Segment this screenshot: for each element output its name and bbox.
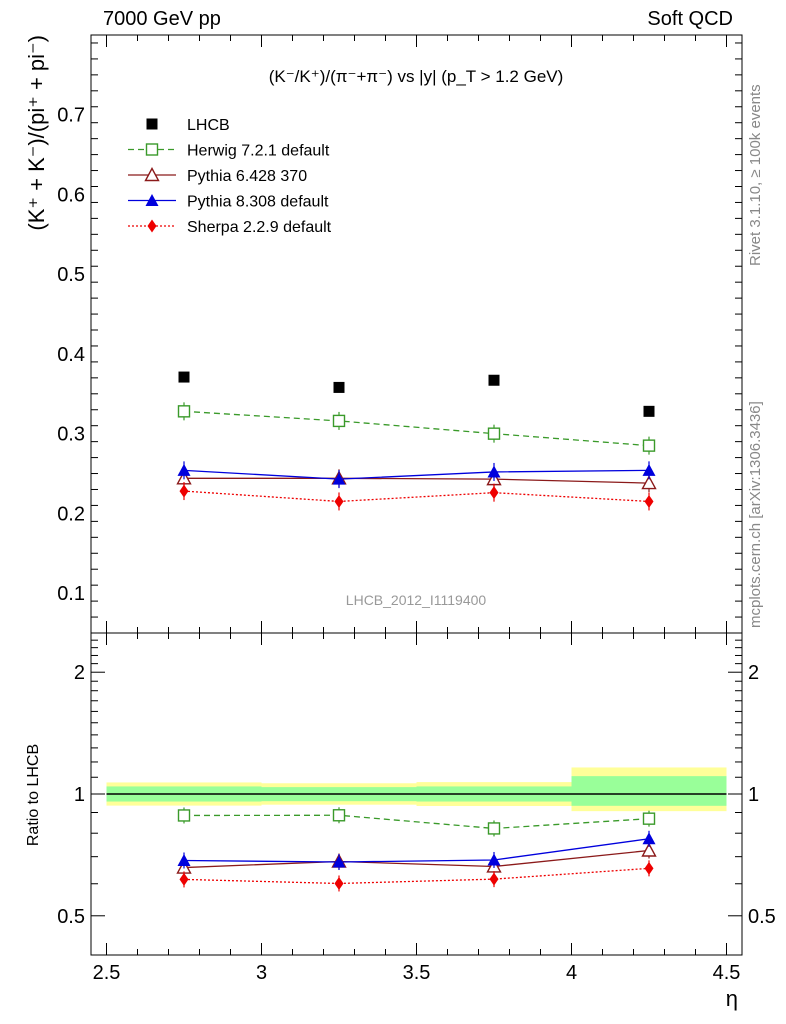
point-lhcb (333, 381, 345, 393)
point-herwig (487, 427, 501, 440)
legend-label-lhcb: LHCB (187, 117, 230, 134)
series-line-herwig (183, 410, 650, 447)
ratio-y-tick-label: 1 (74, 784, 85, 806)
point-herwig (642, 439, 656, 452)
ratio-point-sherpa (644, 861, 654, 875)
point-herwig (332, 414, 346, 428)
ratio-point-pythia8 (332, 855, 346, 868)
ratio-y-axis-label: Ratio to LHCB (25, 744, 42, 846)
rivet-label: Rivet 3.1.10, ≥ 100k events (747, 84, 764, 266)
x-tick-label: 3 (256, 962, 267, 984)
ratio-line-sherpa (183, 867, 650, 885)
header-right: Soft QCD (647, 8, 733, 30)
ratio-point-sherpa (179, 872, 189, 886)
point-lhcb (178, 371, 190, 383)
point-sherpa (489, 486, 499, 500)
ratio-point-herwig (177, 809, 191, 822)
ratio-point-pythia8 (487, 853, 501, 866)
plot-title: (K⁻/K⁺)/(π⁻+π⁻) vs |y| (p_T > 1.2 GeV) (269, 67, 564, 86)
legend-label-pythia6: Pythia 6.428 370 (187, 168, 307, 185)
ratio-y-tick-label-right: 2 (748, 662, 759, 684)
ratio-line-pythia8 (183, 838, 650, 863)
point-sherpa (179, 484, 189, 498)
y-tick-label: 0.3 (57, 424, 85, 446)
y-tick-label: 0.2 (57, 503, 85, 525)
point-pythia8 (487, 465, 501, 478)
series-line-sherpa (183, 490, 650, 503)
ratio-point-pythia8 (642, 832, 656, 845)
y-tick-label: 0.1 (57, 583, 85, 605)
ratio-y-tick-label: 0.5 (57, 906, 85, 928)
y-tick-label: 0.5 (57, 264, 85, 286)
ratio-line-pythia6 (183, 849, 650, 869)
x-axis-label: η (726, 986, 738, 1011)
point-sherpa (644, 494, 654, 508)
legend-label-herwig: Herwig 7.2.1 default (187, 143, 330, 160)
ratio-point-herwig (332, 809, 346, 822)
watermark-label: LHCB_2012_I1119400 (346, 592, 487, 608)
ratio-point-sherpa (334, 876, 344, 890)
legend-marker-pythia6 (144, 167, 160, 182)
ratio-band-green (571, 776, 727, 806)
legend-marker-sherpa (147, 219, 157, 233)
point-lhcb (643, 405, 655, 417)
ratio-point-sherpa (489, 872, 499, 886)
legend-marker-pythia8 (145, 194, 159, 206)
y-tick-label: 0.4 (57, 344, 85, 366)
point-sherpa (334, 494, 344, 508)
point-pythia8 (642, 463, 656, 476)
series-line-pythia8 (183, 469, 650, 480)
ratio-line-herwig (183, 814, 650, 830)
x-tick-label: 2.5 (93, 962, 121, 984)
point-pythia8 (332, 472, 346, 485)
point-lhcb (488, 374, 500, 386)
legend-label-pythia8: Pythia 8.308 default (187, 194, 329, 211)
ratio-y-tick-label: 2 (74, 662, 85, 684)
ratio-point-herwig (487, 822, 501, 835)
x-tick-label: 4.5 (713, 962, 741, 984)
y-tick-label: 0.6 (57, 184, 85, 206)
point-pythia8 (177, 463, 191, 476)
legend-marker-herwig (145, 143, 159, 156)
ratio-point-herwig (642, 812, 656, 825)
y-tick-label: 0.7 (57, 105, 85, 127)
point-herwig (177, 405, 191, 418)
legend-marker-lhcb (146, 118, 158, 130)
ratio-y-tick-label-right: 0.5 (748, 906, 776, 928)
header-left: 7000 GeV pp (103, 8, 221, 30)
mcplots-label: mcplots.cern.ch [arXiv:1306.3436] (747, 401, 764, 628)
series-line-pythia6 (184, 477, 650, 484)
ratio-y-tick-label-right: 1 (748, 784, 759, 806)
legend-label-sherpa: Sherpa 2.2.9 default (187, 219, 332, 236)
x-tick-label: 3.5 (403, 962, 431, 984)
x-tick-label: 4 (566, 962, 577, 984)
point-pythia6 (641, 475, 657, 490)
ratio-point-pythia6 (641, 842, 657, 857)
ratio-point-pythia8 (177, 853, 191, 866)
y-axis-label: (K⁺ + K⁻)/(pi⁺ + pi⁻) (24, 35, 49, 231)
